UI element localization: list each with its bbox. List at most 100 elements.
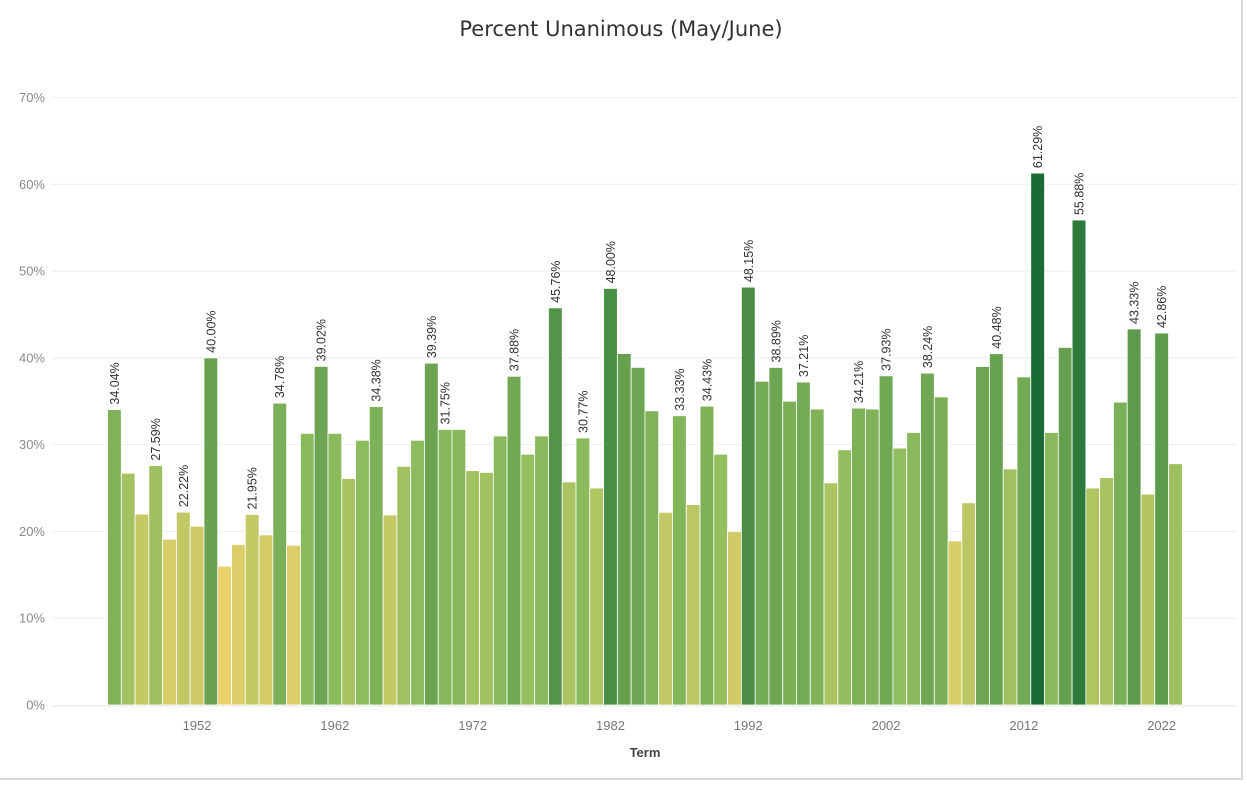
bar (355, 439, 370, 706)
bar (768, 367, 784, 706)
bar (424, 362, 439, 706)
data-label: 34.21% (852, 361, 866, 403)
y-tick-label: 0% (26, 698, 45, 713)
data-label: 48.15% (742, 240, 756, 282)
data-label: 48.00% (604, 241, 618, 283)
bar (727, 531, 742, 706)
bar (1140, 493, 1156, 706)
bar (479, 472, 494, 706)
bar (1030, 172, 1045, 706)
bar (410, 439, 425, 706)
y-tick-label: 20% (19, 524, 45, 539)
x-tick-label: 2022 (1147, 718, 1176, 733)
bar (865, 408, 880, 706)
bar (244, 514, 260, 706)
bar (120, 472, 136, 706)
chart-title: Percent Unanimous (May/June) (459, 17, 782, 41)
data-label: 40.00% (204, 310, 218, 352)
bar (520, 453, 536, 706)
bar (396, 465, 412, 706)
bar (630, 367, 646, 706)
bar (658, 511, 673, 706)
bar (368, 406, 384, 706)
bar (603, 288, 618, 706)
bar (1085, 487, 1101, 706)
bar (1168, 463, 1183, 706)
bar (231, 544, 246, 706)
bar (451, 429, 467, 706)
y-tick-label: 70% (19, 90, 45, 105)
data-label: 21.95% (246, 467, 260, 509)
bar (644, 410, 660, 706)
data-label: 37.88% (508, 329, 522, 371)
bar (672, 415, 687, 706)
x-axis-label: Term (630, 745, 661, 760)
x-tick-label: 2002 (872, 718, 901, 733)
bar (823, 482, 839, 706)
bar (534, 435, 549, 706)
bar (148, 465, 164, 706)
bar (851, 407, 866, 706)
data-label: 39.02% (315, 319, 329, 361)
bar (892, 447, 908, 706)
bar (920, 372, 935, 706)
bar (203, 357, 219, 706)
data-label: 43.33% (1128, 282, 1142, 324)
bar (313, 365, 329, 706)
y-tick-label: 40% (19, 350, 45, 365)
x-tick-label: 1962 (320, 718, 349, 733)
x-tick-label: 1982 (596, 718, 625, 733)
bar (107, 409, 122, 706)
bar (740, 286, 756, 706)
bar (561, 481, 577, 706)
bars (107, 172, 1183, 706)
bar (782, 400, 797, 706)
bar (286, 544, 301, 706)
bar (1016, 376, 1032, 706)
data-label: 39.39% (425, 316, 439, 358)
bar (1154, 332, 1169, 706)
data-label: 34.38% (370, 359, 384, 401)
data-label: 27.59% (149, 418, 163, 460)
bar (616, 353, 632, 706)
x-tick-label: 1972 (458, 718, 487, 733)
bar (492, 435, 508, 706)
data-label: 42.86% (1155, 286, 1169, 328)
data-label: 34.43% (700, 359, 714, 401)
y-tick-label: 30% (19, 437, 45, 452)
x-tick-label: 2012 (1009, 718, 1038, 733)
bar (933, 396, 949, 706)
bar (1044, 432, 1059, 706)
bar (878, 375, 894, 706)
data-label: 34.78% (273, 356, 287, 398)
bar (975, 366, 990, 706)
bar (837, 449, 853, 706)
bar (437, 429, 453, 706)
bar (699, 405, 715, 706)
bar (1126, 328, 1142, 706)
bar (465, 470, 480, 706)
data-label: 30.77% (576, 391, 590, 433)
bar (906, 432, 921, 706)
bar (327, 432, 343, 706)
bar (189, 525, 205, 706)
bar (947, 540, 963, 706)
data-label: 37.93% (880, 328, 894, 370)
data-label: 37.21% (797, 335, 811, 377)
bar (589, 487, 604, 706)
bar (506, 375, 522, 706)
bar (300, 432, 315, 706)
bar (548, 307, 563, 706)
bar (685, 504, 701, 706)
data-label: 45.76% (549, 260, 563, 302)
data-labels: 34.04% 27.59% 22.22% 40.00% 21.95% 34.78% 39.0… (108, 126, 1169, 510)
data-label: 38.24% (921, 326, 935, 368)
bar (1057, 347, 1073, 706)
bar (575, 437, 591, 706)
x-tick-label: 1992 (734, 718, 763, 733)
data-label: 38.89% (769, 320, 783, 362)
bar (713, 453, 729, 706)
bar (1113, 401, 1128, 706)
